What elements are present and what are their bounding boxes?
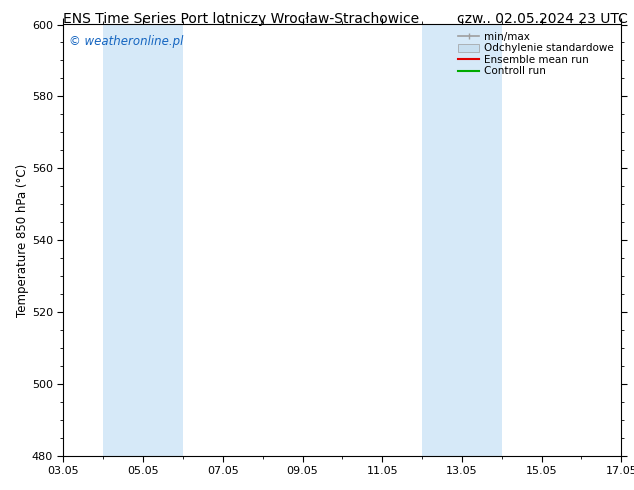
Bar — [422, 24, 501, 456]
Y-axis label: Temperature 850 hPa (°C): Temperature 850 hPa (°C) — [16, 164, 29, 317]
Text: ENS Time Series Port lotniczy Wrocław-Strachowice: ENS Time Series Port lotniczy Wrocław-St… — [63, 12, 419, 26]
Bar — [103, 24, 183, 456]
Legend: min/max, Odchylenie standardowe, Ensemble mean run, Controll run: min/max, Odchylenie standardowe, Ensembl… — [456, 30, 616, 78]
Text: czw.. 02.05.2024 23 UTC: czw.. 02.05.2024 23 UTC — [456, 12, 628, 26]
Text: © weatheronline.pl: © weatheronline.pl — [69, 35, 183, 49]
